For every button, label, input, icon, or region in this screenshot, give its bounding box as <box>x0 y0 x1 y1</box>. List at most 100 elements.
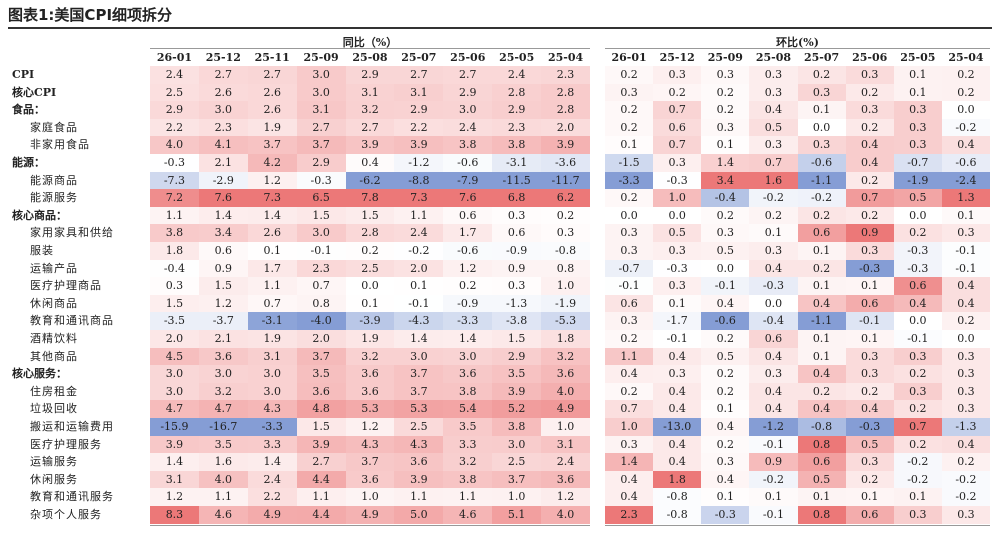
value-cell: 0.3 <box>653 66 702 84</box>
value-cell: 0.1 <box>394 277 444 295</box>
value-cell: 2.5 <box>492 453 542 471</box>
value-cell: -3.3 <box>605 171 654 190</box>
value-cell: -11.5 <box>492 171 542 190</box>
value-cell: 4.8 <box>296 400 346 418</box>
value-cell: 2.4 <box>394 224 444 242</box>
value-cell: 0.3 <box>749 365 798 383</box>
value-cell: 0.1 <box>845 330 894 348</box>
value-cell: 3.9 <box>492 382 542 401</box>
value-cell: 7.3 <box>394 189 444 207</box>
value-cell: 0.3 <box>845 365 894 383</box>
value-cell: 3.9 <box>150 435 199 454</box>
value-cell: 0.4 <box>749 101 798 119</box>
value-cell: 1.0 <box>345 488 395 506</box>
row-label: 能源商品 <box>30 173 78 187</box>
value-cell: 1.6 <box>749 171 798 190</box>
value-cell: 0.2 <box>797 206 846 225</box>
value-cell: 1.1 <box>198 488 248 506</box>
value-cell: 0.8 <box>296 294 346 313</box>
value-cell: 3.8 <box>443 470 493 489</box>
value-cell: 3.0 <box>296 224 346 242</box>
value-cell: 0.3 <box>893 118 942 137</box>
value-cell: -0.1 <box>749 506 798 524</box>
value-cell: -7.9 <box>443 171 493 190</box>
value-cell: 0.3 <box>749 66 798 84</box>
row-label: 非家用食品 <box>30 138 90 152</box>
value-cell: 0.1 <box>845 277 894 295</box>
value-cell: -0.1 <box>701 277 750 295</box>
value-cell: 1.1 <box>296 488 346 506</box>
value-cell: 0.6 <box>653 118 702 137</box>
value-cell: 0.6 <box>443 206 493 225</box>
value-cell: 1.4 <box>443 330 493 348</box>
value-cell: -0.2 <box>941 118 990 137</box>
value-cell: 1.0 <box>653 189 702 207</box>
value-cell: 0.3 <box>749 242 798 260</box>
value-cell: 4.9 <box>345 506 395 524</box>
value-cell: 0.0 <box>797 118 846 137</box>
value-cell: 1.4 <box>701 154 750 172</box>
value-cell: 0.0 <box>701 259 750 278</box>
value-cell: 1.5 <box>492 330 542 348</box>
value-cell: -0.8 <box>653 488 702 506</box>
value-cell: -4.3 <box>394 312 444 330</box>
row-label: 住房租金 <box>30 384 78 398</box>
value-cell: 1.6 <box>198 453 248 471</box>
value-cell: -3.3 <box>247 418 297 436</box>
value-cell: 0.2 <box>701 365 750 383</box>
value-cell: 2.8 <box>345 224 395 242</box>
value-cell: -3.6 <box>541 154 590 172</box>
value-cell: 1.1 <box>150 206 199 225</box>
value-cell: -3.7 <box>198 312 248 330</box>
value-cell: 3.8 <box>150 224 199 242</box>
value-cell: 7.3 <box>247 189 297 207</box>
value-cell: 2.7 <box>394 66 444 84</box>
value-cell: 0.5 <box>893 189 942 207</box>
value-cell: 0.2 <box>443 277 493 295</box>
value-cell: 3.7 <box>394 382 444 401</box>
value-cell: 4.0 <box>150 136 199 154</box>
value-cell: 2.1 <box>198 154 248 172</box>
row-label: 核心商品： <box>12 208 67 222</box>
value-cell: -0.2 <box>941 488 990 506</box>
value-cell: -1.7 <box>653 312 702 330</box>
value-cell: 5.3 <box>394 400 444 418</box>
value-cell: 3.5 <box>198 435 248 454</box>
value-cell: 2.3 <box>198 118 248 137</box>
value-cell: 3.6 <box>345 470 395 489</box>
value-cell: -8.8 <box>394 171 444 190</box>
value-cell: 1.2 <box>150 488 199 506</box>
value-cell: 0.1 <box>797 330 846 348</box>
value-cell: 2.5 <box>345 259 395 278</box>
value-cell: -0.3 <box>653 259 702 278</box>
value-cell: 0.3 <box>845 101 894 119</box>
value-cell: -0.3 <box>296 171 346 190</box>
value-cell: 2.9 <box>345 66 395 84</box>
value-cell: 0.2 <box>893 224 942 242</box>
value-cell: 0.3 <box>605 435 654 454</box>
value-cell: 6.2 <box>541 189 590 207</box>
value-cell: 2.0 <box>296 330 346 348</box>
value-cell: -0.3 <box>653 171 702 190</box>
value-cell: 0.7 <box>893 418 942 436</box>
row-label: 搬运和运输费用 <box>30 420 114 433</box>
value-cell: 1.2 <box>443 259 493 278</box>
value-cell: 3.1 <box>541 435 590 454</box>
value-cell: 0.2 <box>345 242 395 260</box>
value-cell: 0.2 <box>701 206 750 225</box>
value-cell: -0.1 <box>893 330 942 348</box>
value-cell: 0.0 <box>893 206 942 225</box>
value-cell: 1.1 <box>394 488 444 506</box>
value-cell: 0.3 <box>150 277 199 295</box>
value-cell: -0.4 <box>150 259 199 278</box>
value-cell: 3.6 <box>541 365 590 383</box>
value-cell: 0.1 <box>797 488 846 506</box>
value-cell: 0.3 <box>893 347 942 366</box>
row-label: 能源服务 <box>30 191 78 205</box>
value-cell: 5.1 <box>492 506 542 524</box>
value-cell: 0.2 <box>605 66 654 84</box>
value-cell: 0.3 <box>605 312 654 330</box>
value-cell: -3.8 <box>492 312 542 330</box>
value-cell: 2.2 <box>150 118 199 137</box>
value-cell: -0.8 <box>541 242 590 260</box>
